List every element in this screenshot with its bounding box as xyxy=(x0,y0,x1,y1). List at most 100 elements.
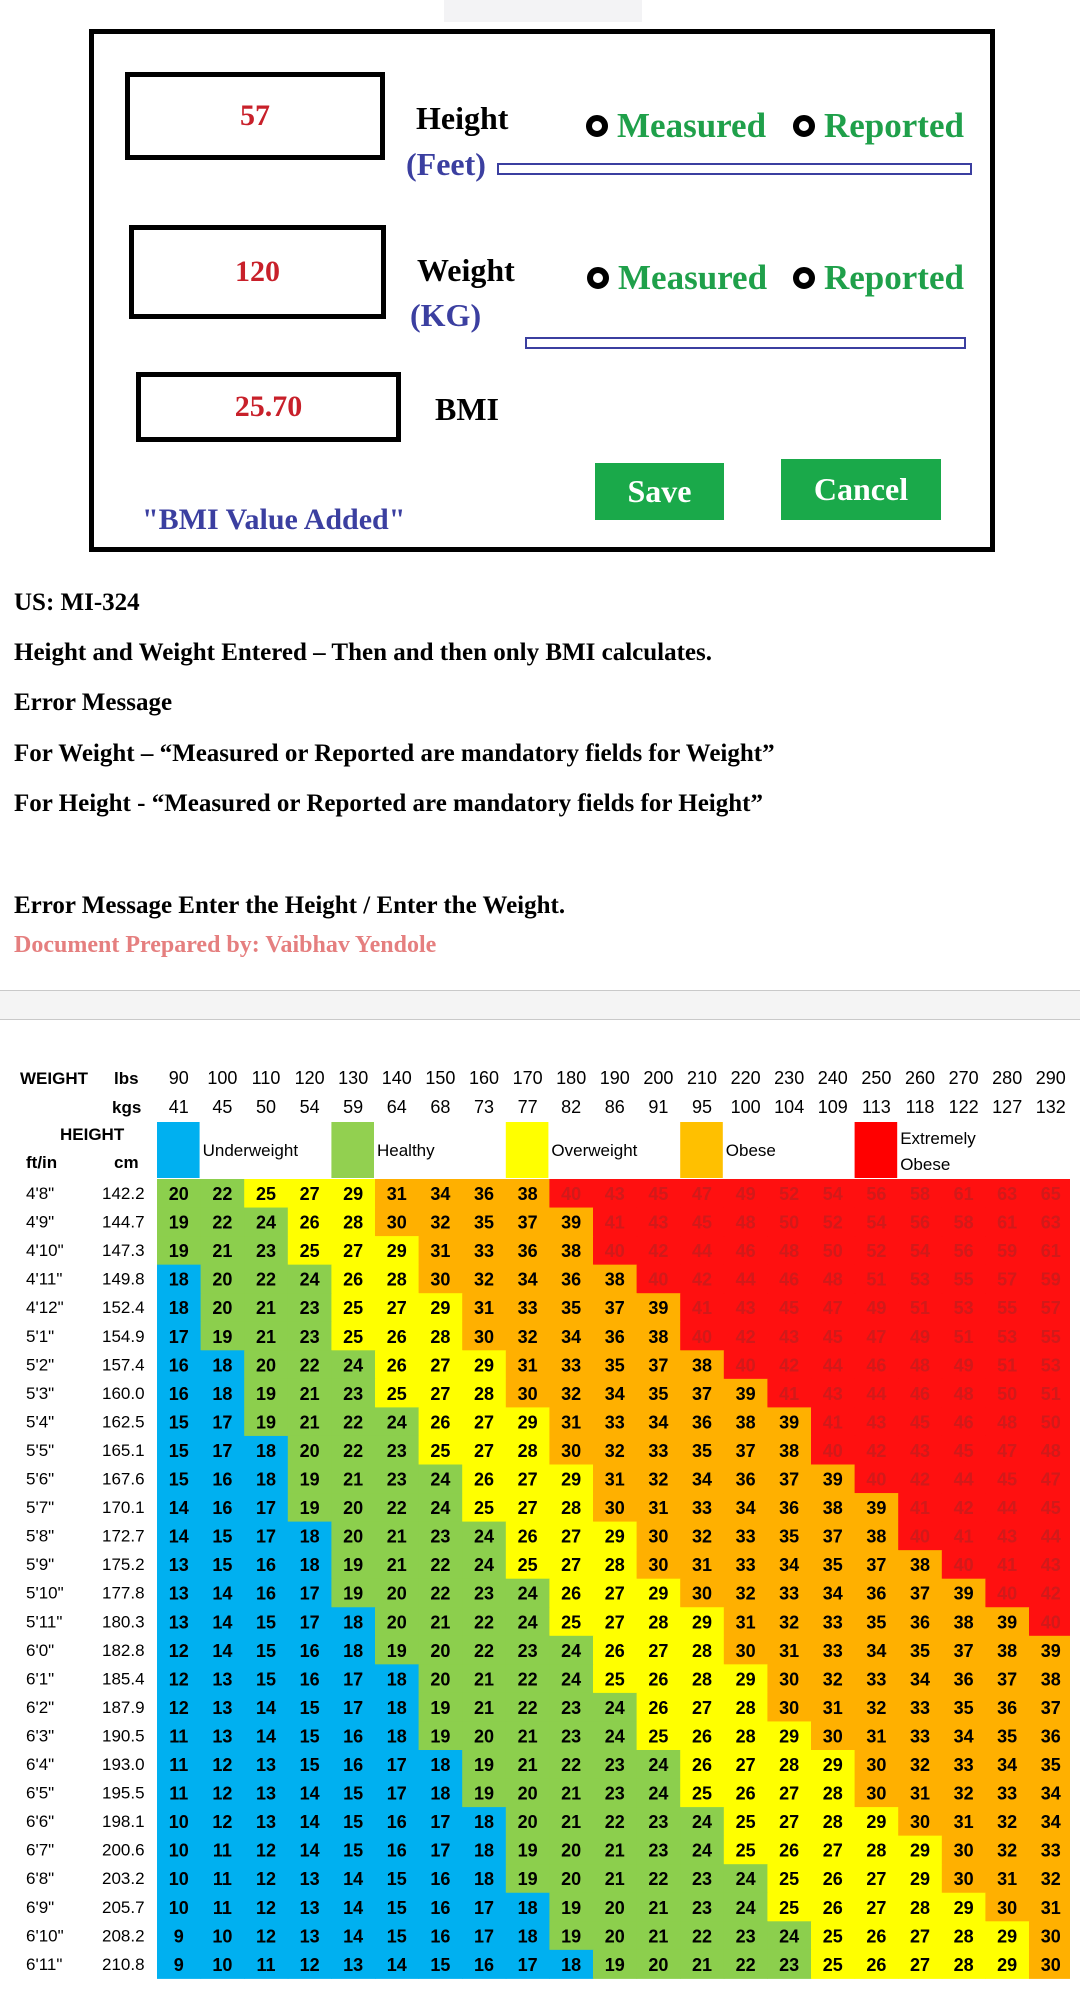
bmi-value: 26 xyxy=(648,1698,668,1718)
bmi-value: 23 xyxy=(430,1527,450,1547)
bmi-value: 48 xyxy=(954,1384,974,1404)
bmi-cell xyxy=(767,1493,812,1523)
radio-label: Measured xyxy=(617,106,767,145)
row-height-ftin: 6'10" xyxy=(26,1926,64,1945)
cm-header: cm xyxy=(114,1153,139,1172)
bmi-value: 23 xyxy=(779,1955,799,1975)
row-height-cm: 147.3 xyxy=(102,1241,145,1260)
bmi-cell xyxy=(1029,1550,1070,1580)
bmi-value: 13 xyxy=(300,1898,320,1918)
bmi-cell xyxy=(941,1435,986,1465)
bmi-cell xyxy=(375,1521,420,1551)
bmi-cell xyxy=(985,1778,1030,1808)
bmi-value: 32 xyxy=(736,1584,756,1604)
weight-measured-radio[interactable]: Measured xyxy=(587,258,767,298)
bmi-value: 18 xyxy=(169,1270,189,1290)
bmi-value: 24 xyxy=(430,1498,450,1518)
bmi-cell xyxy=(157,1750,202,1780)
bmi-value: 27 xyxy=(343,1241,363,1261)
bmi-cell xyxy=(941,1721,986,1751)
bmi-cell xyxy=(331,1179,376,1209)
bmi-cell xyxy=(723,1493,768,1523)
bmi-value: 23 xyxy=(561,1698,581,1718)
bmi-cell xyxy=(680,1864,725,1894)
bmi-value: 36 xyxy=(474,1184,494,1204)
bmi-value: 33 xyxy=(823,1612,843,1632)
bmi-value: 21 xyxy=(256,1327,276,1347)
bmi-value: 25 xyxy=(343,1327,363,1347)
weight-input[interactable]: 120 xyxy=(129,225,386,319)
bmi-value: 27 xyxy=(779,1784,799,1804)
bmi-value: 35 xyxy=(605,1355,625,1375)
row-height-cm: 185.4 xyxy=(102,1669,145,1688)
bmi-value: 20 xyxy=(474,1726,494,1746)
kgs-label: 73 xyxy=(474,1097,494,1117)
bmi-cell xyxy=(287,1521,332,1551)
bmi-cell xyxy=(287,1236,332,1266)
row-height-ftin: 6'1" xyxy=(26,1669,54,1688)
bmi-value: 12 xyxy=(256,1926,276,1946)
bmi-cell xyxy=(941,1607,986,1637)
bmi-cell xyxy=(1029,1435,1070,1465)
bmi-cell xyxy=(505,1692,550,1722)
bmi-value: 14 xyxy=(169,1527,189,1547)
bmi-cell xyxy=(1029,1464,1070,1494)
height-input[interactable]: 57 xyxy=(125,72,385,160)
bmi-cell xyxy=(462,1236,507,1266)
bmi-value: 42 xyxy=(779,1355,799,1375)
height-measured-radio[interactable]: Measured xyxy=(586,106,766,146)
bmi-cell xyxy=(811,1578,856,1608)
save-button[interactable]: Save xyxy=(595,463,724,520)
bmi-value: 27 xyxy=(866,1869,886,1889)
bmi-cell xyxy=(505,1949,550,1979)
kgs-label: 45 xyxy=(212,1097,232,1117)
bmi-cell xyxy=(985,1236,1030,1266)
weight-reported-radio[interactable]: Reported xyxy=(793,258,964,298)
bmi-value: 20 xyxy=(212,1270,232,1290)
bmi-value: 45 xyxy=(997,1470,1017,1490)
bmi-cell xyxy=(898,1578,943,1608)
bmi-cell xyxy=(549,1949,594,1979)
bmi-value: 33 xyxy=(736,1527,756,1547)
bmi-value: 46 xyxy=(779,1270,799,1290)
bmi-value: 27 xyxy=(474,1412,494,1432)
bmi-value: 27 xyxy=(866,1898,886,1918)
bmi-cell xyxy=(898,1435,943,1465)
bmi-value: 9 xyxy=(174,1955,184,1975)
bmi-value: 19 xyxy=(430,1698,450,1718)
bmi-value: 29 xyxy=(343,1184,363,1204)
bmi-cell xyxy=(418,1807,463,1837)
bmi-value: 14 xyxy=(212,1641,232,1661)
bmi-cell xyxy=(157,1321,202,1351)
bmi-cell xyxy=(505,1464,550,1494)
bmi-cell xyxy=(244,1550,289,1580)
row-height-ftin: 4'11" xyxy=(26,1270,62,1289)
bmi-value: 31 xyxy=(561,1412,581,1432)
bmi-cell xyxy=(680,1750,725,1780)
bmi-cell xyxy=(287,1949,332,1979)
bmi-cell xyxy=(549,1264,594,1294)
bmi-cell xyxy=(549,1435,594,1465)
bmi-cell xyxy=(375,1550,420,1580)
cancel-button[interactable]: Cancel xyxy=(781,459,941,520)
bmi-cell xyxy=(157,1778,202,1808)
bmi-cell xyxy=(200,1778,245,1808)
bmi-value: 32 xyxy=(692,1527,712,1547)
bmi-value: 27 xyxy=(823,1841,843,1861)
bmi-cell xyxy=(723,1293,768,1323)
bmi-cell xyxy=(1029,1750,1070,1780)
bmi-cell xyxy=(1029,1493,1070,1523)
bmi-cell xyxy=(200,1321,245,1351)
bmi-cell xyxy=(854,1350,899,1380)
bmi-value: 26 xyxy=(779,1841,799,1861)
bmi-value: 47 xyxy=(997,1441,1017,1461)
bmi-value: 39 xyxy=(997,1612,1017,1632)
bmi-cell xyxy=(244,1807,289,1837)
height-reported-radio[interactable]: Reported xyxy=(793,106,964,146)
bmi-value: 16 xyxy=(300,1669,320,1689)
bmi-cell xyxy=(898,1464,943,1494)
bmi-cell xyxy=(505,1207,550,1237)
bmi-value: 22 xyxy=(474,1612,494,1632)
bmi-value: 18 xyxy=(169,1298,189,1318)
bmi-cell xyxy=(462,1949,507,1979)
